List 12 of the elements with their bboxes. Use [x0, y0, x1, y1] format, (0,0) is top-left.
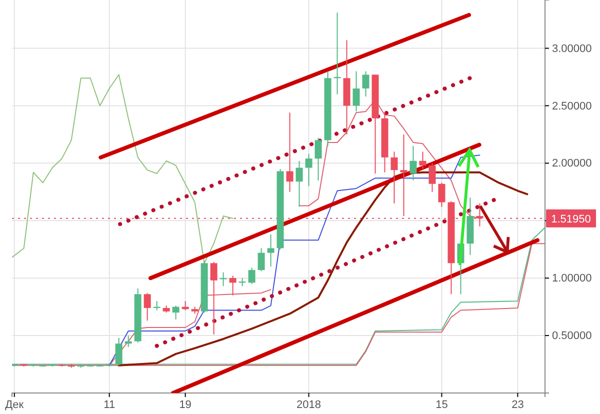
- x-tick-label: 23: [512, 398, 524, 411]
- y-tick-label: 3.00000: [552, 42, 592, 55]
- x-tick-label: 19: [179, 398, 192, 411]
- y-tick-label: 2.50000: [552, 100, 592, 112]
- y-tick-label: 0.50000: [552, 330, 592, 342]
- x-tick-label: 2018: [296, 398, 322, 411]
- ref-line-label: 1.51950: [551, 213, 591, 226]
- x-tick-label: Дек: [5, 398, 24, 411]
- x-tick-label: 11: [104, 398, 116, 411]
- y-tick-label: 2.00000: [552, 158, 592, 170]
- y-tick-label: 1.00000: [552, 272, 592, 285]
- x-tick-label: 15: [436, 398, 448, 411]
